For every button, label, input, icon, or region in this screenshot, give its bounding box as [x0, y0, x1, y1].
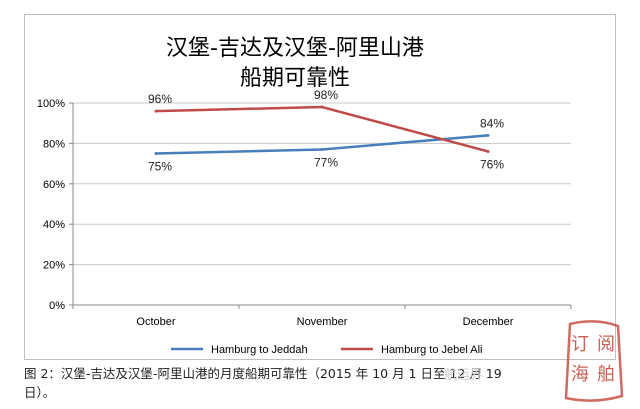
data-label: 98%	[314, 88, 338, 102]
data-label: 75%	[148, 160, 172, 174]
svg-text:阅: 阅	[597, 334, 615, 355]
y-tick-label: 80%	[43, 138, 65, 150]
axes: 0% 20% 40% 60% 80% 100% October November Decembe…	[37, 98, 572, 328]
data-point	[320, 147, 324, 151]
chart-title-line-2: 船期可靠性	[240, 66, 350, 91]
legend-label: Hamburg to Jebel Ali	[381, 344, 483, 356]
caption-line-2: 日）。	[24, 385, 56, 400]
svg-text:订: 订	[571, 334, 589, 355]
y-tick-label: 100%	[37, 98, 65, 110]
legend: Hamburg to Jeddah Hamburg to Jebel Ali	[171, 344, 483, 356]
chart-frame: 汉堡-吉达及汉堡-阿里山港 船期可靠性 0% 20% 40% 60% 80% 100% Oc…	[24, 14, 616, 360]
data-point	[486, 149, 490, 153]
y-tick-label: 0%	[49, 300, 65, 312]
series-line-2	[155, 105, 489, 153]
x-tick-label: October	[136, 316, 175, 328]
x-tick-label: December	[463, 316, 514, 328]
series-lines	[154, 105, 490, 155]
data-label: 77%	[314, 155, 338, 169]
y-tick-label: 60%	[43, 179, 65, 191]
caption-line-1: 图 2：汉堡-吉达及汉堡-阿里山港的月度船期可靠性（2015 年 10 月 1 …	[24, 366, 502, 381]
legend-label: Hamburg to Jeddah	[211, 344, 308, 356]
svg-text:舶: 舶	[597, 364, 615, 385]
chart-title-line-1: 汉堡-吉达及汉堡-阿里山港	[166, 36, 424, 61]
data-point	[486, 133, 490, 137]
data-label: 76%	[480, 157, 504, 171]
x-tick-label: November	[297, 316, 348, 328]
data-point	[154, 152, 158, 155]
watermark-text: 航运界	[444, 368, 484, 383]
data-labels: 75% 77% 84% 96% 98% 76%	[148, 88, 504, 173]
data-point	[320, 105, 324, 109]
seal-watermark-icon: 订 阅 海 舶	[564, 320, 624, 402]
y-tick-label: 40%	[43, 219, 65, 231]
grid-lines	[73, 102, 571, 306]
y-tick-label: 20%	[43, 260, 65, 272]
data-label: 84%	[480, 116, 504, 130]
figure-caption: 图 2：汉堡-吉达及汉堡-阿里山港的月度船期可靠性（2015 年 10 月 1 …	[24, 364, 584, 402]
data-point	[154, 109, 158, 113]
svg-text:海: 海	[571, 364, 589, 385]
chart-svg: 汉堡-吉达及汉堡-阿里山港 船期可靠性 0% 20% 40% 60% 80% 100% Oc…	[37, 36, 572, 356]
data-label: 96%	[148, 92, 172, 106]
